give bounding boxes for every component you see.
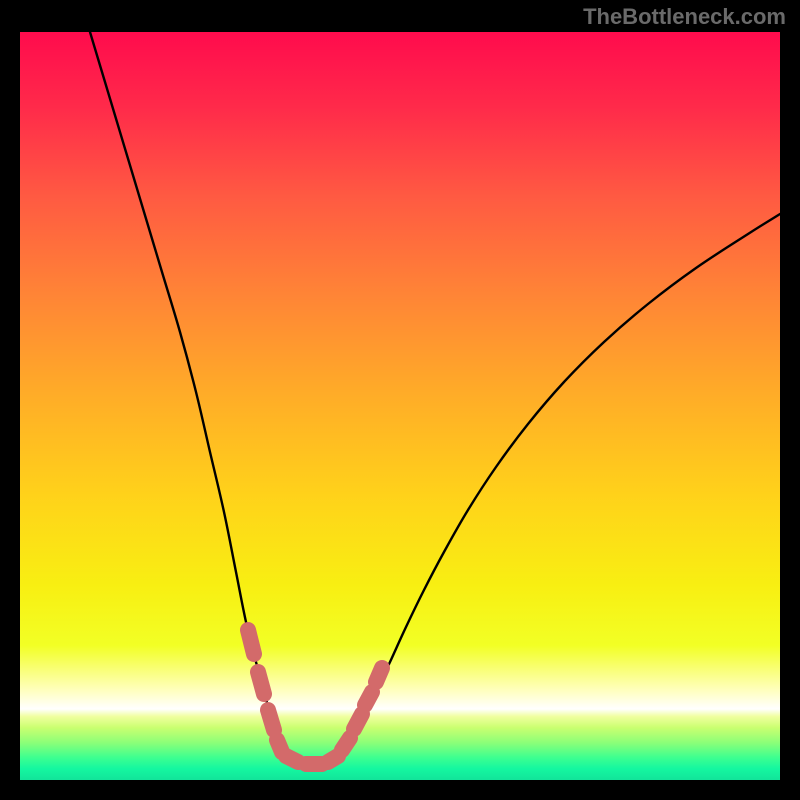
valley-dash: [286, 756, 298, 762]
valley-dash: [248, 630, 254, 654]
valley-dash: [258, 672, 264, 694]
gradient-background: [20, 32, 780, 780]
valley-dash: [376, 668, 382, 682]
valley-dash: [268, 710, 274, 730]
valley-dash: [354, 714, 362, 729]
watermark-text: TheBottleneck.com: [583, 4, 786, 30]
valley-dash: [342, 738, 350, 750]
plot-area: [0, 0, 800, 800]
valley-dash: [328, 756, 338, 762]
valley-dash: [365, 692, 372, 705]
